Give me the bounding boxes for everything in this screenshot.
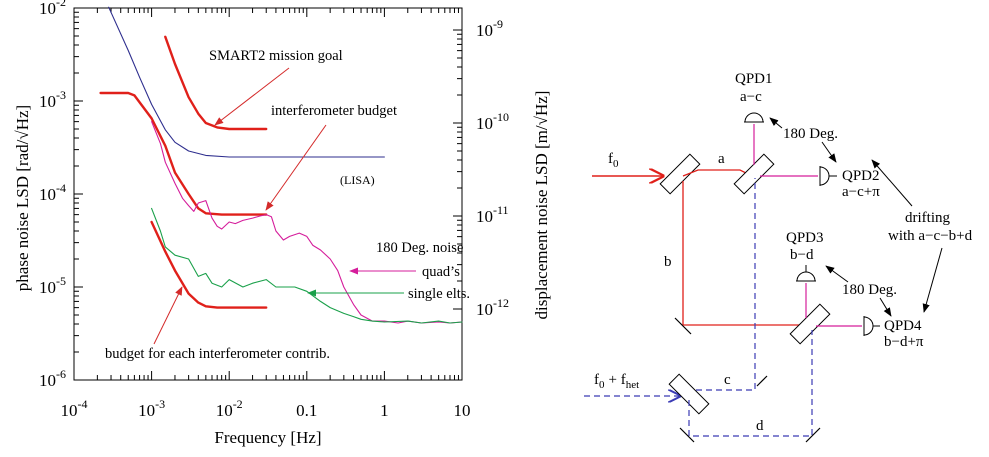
y-axis-right-ticks: 10-12 10-11 10-10 10-9 bbox=[453, 17, 509, 319]
label-fhet: f0 + fhet bbox=[594, 372, 639, 391]
arrow-180-bottom-qpd4 bbox=[879, 297, 892, 317]
label-qpd1-combo: a−c bbox=[740, 89, 762, 105]
arrow-180-top-qpd1 bbox=[769, 117, 783, 129]
label-f0: f0 bbox=[608, 151, 619, 170]
interferometer-diagram: f0 a QPD1 a−c QPD2 a−c+π b bbox=[584, 71, 973, 443]
series-line-lisa bbox=[108, 6, 385, 158]
qpd4-detector bbox=[863, 316, 874, 336]
mirror-bottom-left-d bbox=[679, 427, 695, 443]
beam-c bbox=[696, 178, 756, 391]
beam-d bbox=[688, 330, 813, 437]
label-qpd2: QPD2 bbox=[842, 168, 880, 184]
x-axis-ticks: 10-4 10-3 10-2 0.1 1 10 bbox=[61, 8, 471, 420]
y-right-tick-label: 10-12 bbox=[476, 296, 509, 319]
label-qpd4: QPD4 bbox=[884, 318, 922, 334]
annotation-lisa: (LISA) bbox=[340, 173, 375, 187]
label-beam-c: c bbox=[724, 372, 731, 388]
y-axis-right-label: displacement noise LSD [m/√Hz] bbox=[532, 91, 551, 320]
label-qpd2-combo: a−c+π bbox=[842, 184, 880, 200]
arrow-interferometer-budget bbox=[265, 124, 327, 211]
annotation-180-noise: 180 Deg. noise bbox=[376, 240, 463, 256]
beam-splitter-4 bbox=[668, 373, 710, 415]
y-left-tick-label: 10-6 bbox=[39, 367, 66, 390]
arrow-180-top-qpd2 bbox=[821, 141, 837, 163]
annotation-budget-each: budget for each interferometer contrib. bbox=[105, 346, 330, 362]
series-line-smart2 bbox=[164, 35, 268, 131]
y-axis-left-ticks: 10-6 10-5 10-4 10-3 10-2 bbox=[39, 0, 83, 390]
mirror-c bbox=[756, 375, 768, 387]
y-axis-left-label: phase noise LSD [rad/√Hz] bbox=[13, 105, 32, 291]
series-line-interferometer bbox=[99, 91, 268, 216]
label-qpd3: QPD3 bbox=[786, 230, 824, 246]
arrow-smart2-goal bbox=[214, 67, 290, 126]
x-tick-label: 10-4 bbox=[61, 397, 88, 420]
qpd3-detector bbox=[796, 271, 816, 282]
arrow-180-bottom-qpd3 bbox=[825, 265, 849, 283]
qpd1-detector bbox=[744, 112, 764, 123]
y-left-tick-label: 10-4 bbox=[39, 181, 66, 204]
arrow-drifting-up bbox=[871, 159, 913, 207]
label-beam-b: b bbox=[664, 254, 672, 270]
label-beam-d: d bbox=[756, 418, 764, 434]
x-tick-label: 0.1 bbox=[296, 401, 317, 420]
annotation-smart2-goal: SMART2 mission goal bbox=[209, 48, 343, 64]
y-right-tick-label: 10-9 bbox=[476, 17, 503, 40]
arrow-budget-each bbox=[153, 286, 183, 345]
beam-splitter-3 bbox=[789, 303, 831, 345]
label-180deg-bottom: 180 Deg. bbox=[842, 282, 897, 298]
x-axis-label: Frequency [Hz] bbox=[214, 428, 321, 447]
arrow-drifting-down bbox=[922, 247, 943, 313]
chart-series bbox=[99, 6, 463, 324]
mirror-bottom-left bbox=[674, 317, 692, 335]
label-qpd1: QPD1 bbox=[735, 71, 773, 87]
label-qpd4-combo: b−d+π bbox=[884, 334, 924, 350]
annotation-single-elts: single elts. bbox=[408, 286, 470, 302]
label-180deg-top: 180 Deg. bbox=[783, 126, 838, 142]
y-left-tick-label: 10-5 bbox=[39, 274, 66, 297]
noise-spectrum-chart: 10-4 10-3 10-2 0.1 1 10 10-610-510-410-310-2 … bbox=[13, 0, 551, 447]
x-tick-label: 10 bbox=[454, 401, 471, 420]
series-line-single_budget bbox=[150, 220, 268, 309]
label-drifting: drifting bbox=[905, 210, 950, 226]
beam-splitter-2 bbox=[733, 153, 775, 195]
label-beam-a: a bbox=[718, 151, 725, 167]
y-left-tick-label: 10-3 bbox=[39, 88, 66, 111]
label-qpd3-combo: b−d bbox=[790, 247, 814, 263]
y-right-tick-label: 10-11 bbox=[476, 203, 509, 226]
y-left-tick-label: 10-2 bbox=[39, 0, 66, 18]
mirror-bottom-right-d bbox=[805, 427, 821, 443]
beam-splitter-1 bbox=[659, 153, 701, 195]
y-right-tick-label: 10-10 bbox=[476, 110, 509, 133]
series-line-noise180 bbox=[151, 121, 463, 324]
label-drifting-combo: with a−c−b+d bbox=[888, 228, 973, 244]
x-tick-label: 10-2 bbox=[216, 397, 243, 420]
qpd2-detector bbox=[819, 166, 830, 186]
series-line-green bbox=[151, 207, 463, 324]
annotation-quads: quad’s bbox=[422, 264, 460, 280]
x-tick-label: 10-3 bbox=[138, 397, 165, 420]
annotation-interferometer-budget: interferometer budget bbox=[271, 103, 397, 119]
x-tick-label: 1 bbox=[380, 401, 389, 420]
